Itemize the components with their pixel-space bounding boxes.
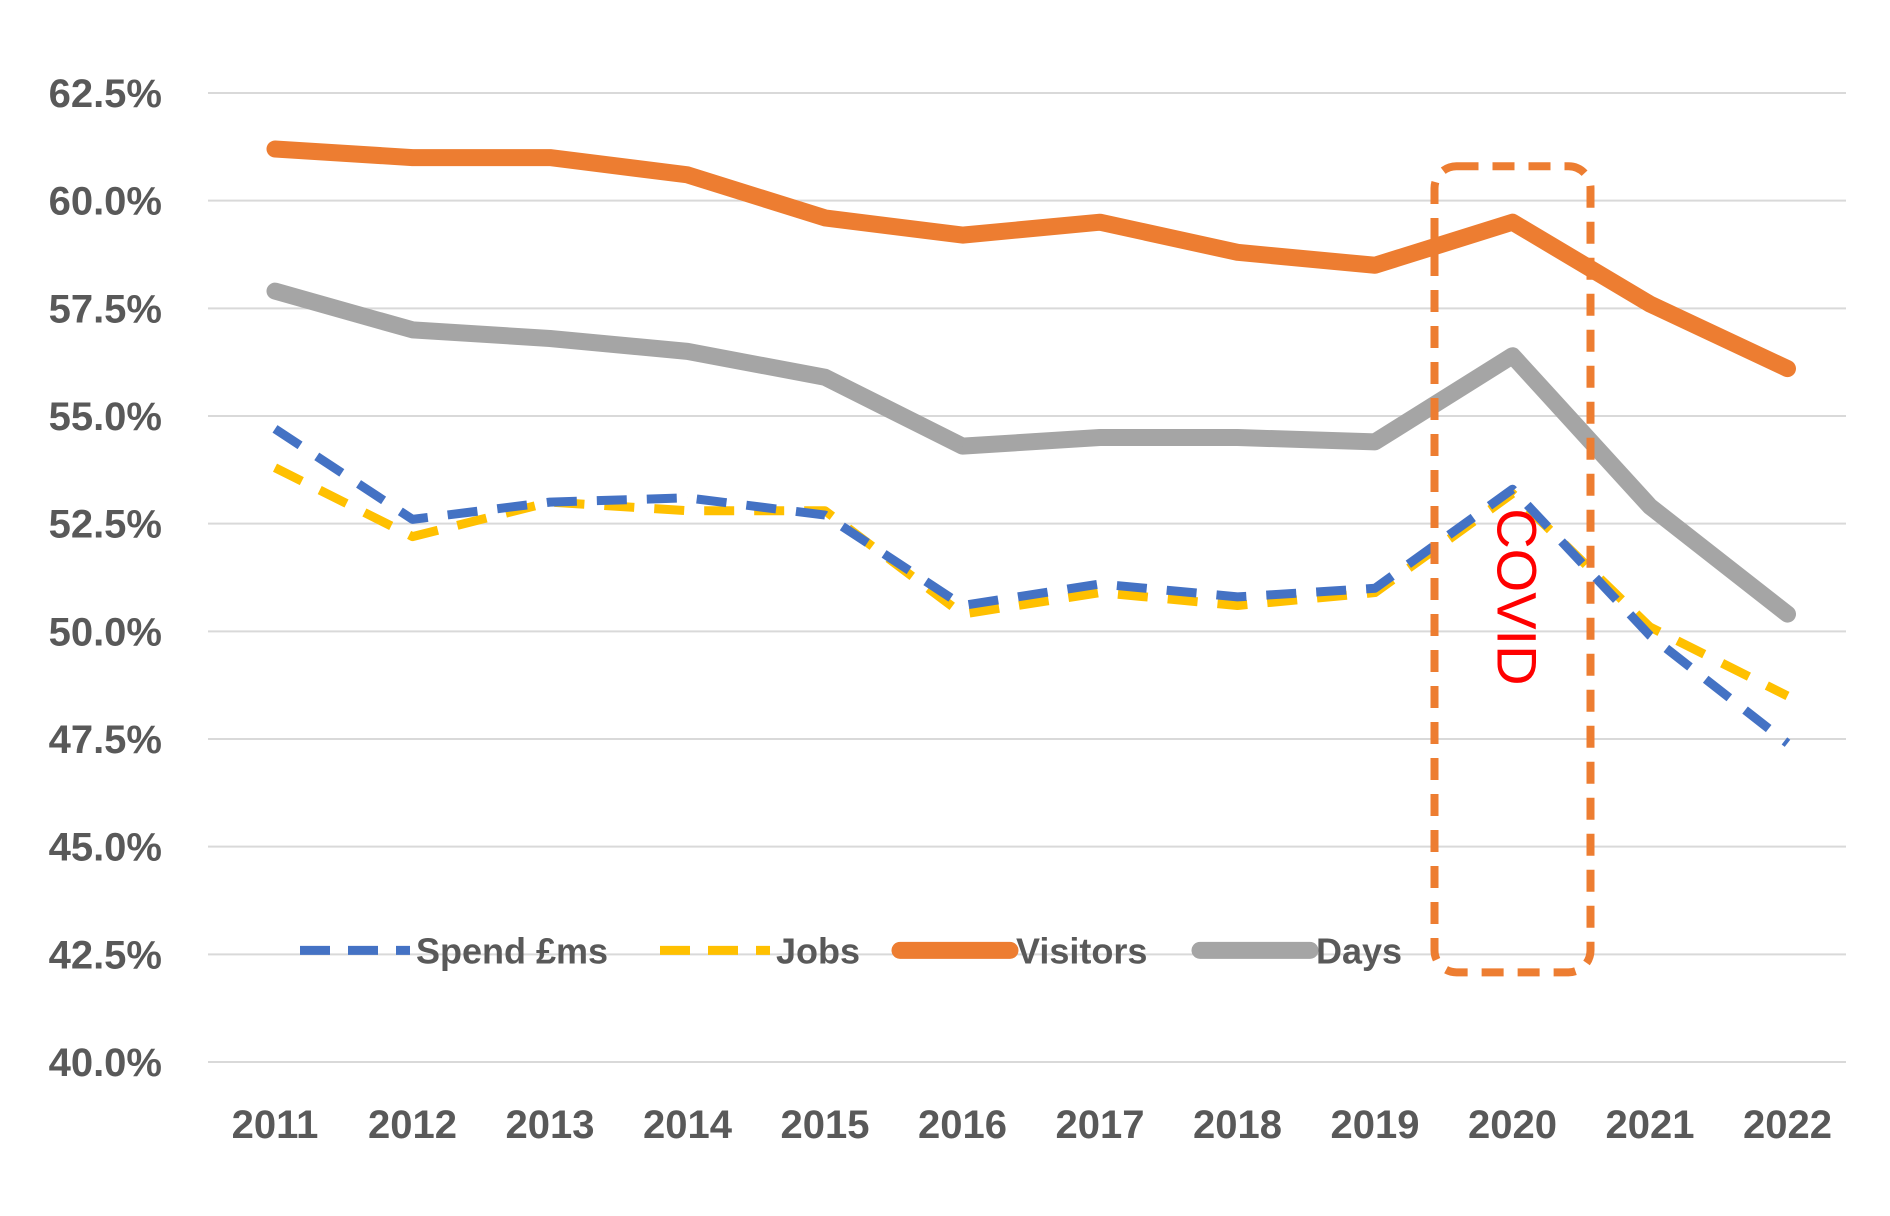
x-tick-label: 2022	[1743, 1103, 1832, 1147]
y-tick-label: 57.5%	[49, 287, 162, 331]
y-tick-label: 50.0%	[49, 610, 162, 654]
series-lines	[266, 140, 1796, 747]
x-tick-label: 2013	[506, 1103, 595, 1147]
y-tick-label: 47.5%	[49, 718, 162, 762]
legend-label: Jobs	[776, 930, 860, 971]
x-tick-label: 2018	[1193, 1103, 1282, 1147]
x-tick-label: 2012	[368, 1103, 457, 1147]
x-tick-label: 2019	[1331, 1103, 1420, 1147]
x-tick-label: 2016	[918, 1103, 1007, 1147]
x-tick-label: 2017	[1056, 1103, 1145, 1147]
covid-label: COVID	[1486, 508, 1549, 685]
y-tick-label: 60.0%	[49, 180, 162, 224]
legend-label: Visitors	[1016, 930, 1147, 971]
legend-label: Spend £ms	[416, 930, 608, 971]
covid-annotation: COVID	[1430, 162, 1595, 977]
series-line-spend-ms	[272, 425, 1791, 747]
x-tick-label: 2021	[1606, 1103, 1695, 1147]
y-axis-ticks: 40.0% 42.5% 45.0% 47.5% 50.0% 52.5% 55.0% 57.5%…	[49, 72, 162, 1085]
series-line-days	[266, 282, 1796, 623]
x-tick-label: 2014	[643, 1103, 733, 1147]
x-tick-label: 2011	[232, 1103, 319, 1147]
y-tick-label: 55.0%	[49, 395, 162, 439]
series-line-jobs	[272, 463, 1790, 700]
y-tick-label: 42.5%	[49, 933, 162, 977]
x-axis-ticks: 2011 2012 2013 2014 2015 2016 2017 2018 2019 2020…	[232, 1103, 1832, 1147]
y-tick-label: 40.0%	[49, 1041, 162, 1085]
x-tick-label: 2015	[781, 1103, 870, 1147]
y-tick-label: 52.5%	[49, 503, 162, 547]
y-tick-label: 62.5%	[49, 72, 162, 116]
legend-label: Days	[1316, 930, 1402, 971]
legend: Spend £ms Jobs Visitors Days	[300, 930, 1402, 971]
covid-box	[1430, 162, 1595, 977]
x-tick-label: 2020	[1468, 1103, 1557, 1147]
series-line-visitors	[266, 140, 1796, 378]
y-tick-label: 45.0%	[49, 826, 162, 870]
